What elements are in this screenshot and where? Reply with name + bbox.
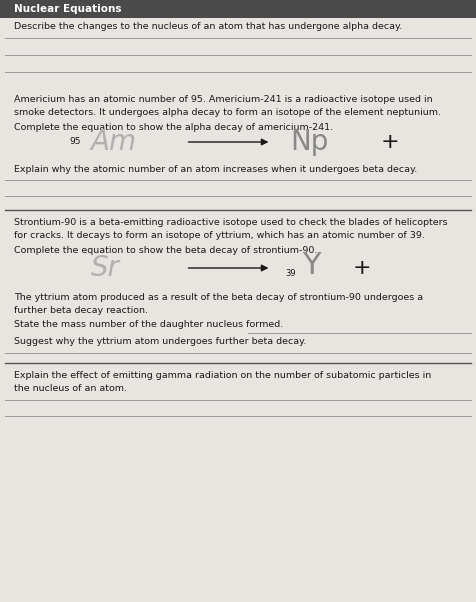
Text: Y: Y xyxy=(302,250,321,279)
Text: +: + xyxy=(352,258,371,278)
Text: smoke detectors. It undergoes alpha decay to form an isotope of the element nept: smoke detectors. It undergoes alpha deca… xyxy=(14,108,441,117)
Text: 95: 95 xyxy=(69,137,81,146)
Text: Describe the changes to the nucleus of an atom that has undergone alpha decay.: Describe the changes to the nucleus of a… xyxy=(14,22,403,31)
Text: Sr: Sr xyxy=(90,254,119,282)
Text: Explain why the atomic number of an atom increases when it undergoes beta decay.: Explain why the atomic number of an atom… xyxy=(14,165,417,174)
Text: 39: 39 xyxy=(286,270,296,279)
Text: Strontium-90 is a beta-emitting radioactive isotope used to check the blades of : Strontium-90 is a beta-emitting radioact… xyxy=(14,218,448,227)
Text: further beta decay reaction.: further beta decay reaction. xyxy=(14,306,149,315)
Text: Complete the equation to show the alpha decay of americium-241.: Complete the equation to show the alpha … xyxy=(14,123,333,132)
Text: Suggest why the yttrium atom undergoes further beta decay.: Suggest why the yttrium atom undergoes f… xyxy=(14,337,307,346)
Text: the nucleus of an atom.: the nucleus of an atom. xyxy=(14,384,127,393)
Text: State the mass number of the daughter nucleus formed.: State the mass number of the daughter nu… xyxy=(14,320,284,329)
Text: Am: Am xyxy=(90,128,137,156)
Text: Nuclear Equations: Nuclear Equations xyxy=(14,4,122,14)
Text: The yttrium atom produced as a result of the beta decay of strontium-90 undergoe: The yttrium atom produced as a result of… xyxy=(14,293,424,302)
Text: +: + xyxy=(381,132,399,152)
Text: Np: Np xyxy=(290,128,329,156)
Text: Complete the equation to show the beta decay of strontium-90.: Complete the equation to show the beta d… xyxy=(14,246,317,255)
Text: Americium has an atomic number of 95. Americium-241 is a radioactive isotope use: Americium has an atomic number of 95. Am… xyxy=(14,95,433,104)
Text: for cracks. It decays to form an isotope of yttrium, which has an atomic number : for cracks. It decays to form an isotope… xyxy=(14,231,425,240)
Text: Explain the effect of emitting gamma radiation on the number of subatomic partic: Explain the effect of emitting gamma rad… xyxy=(14,371,432,380)
